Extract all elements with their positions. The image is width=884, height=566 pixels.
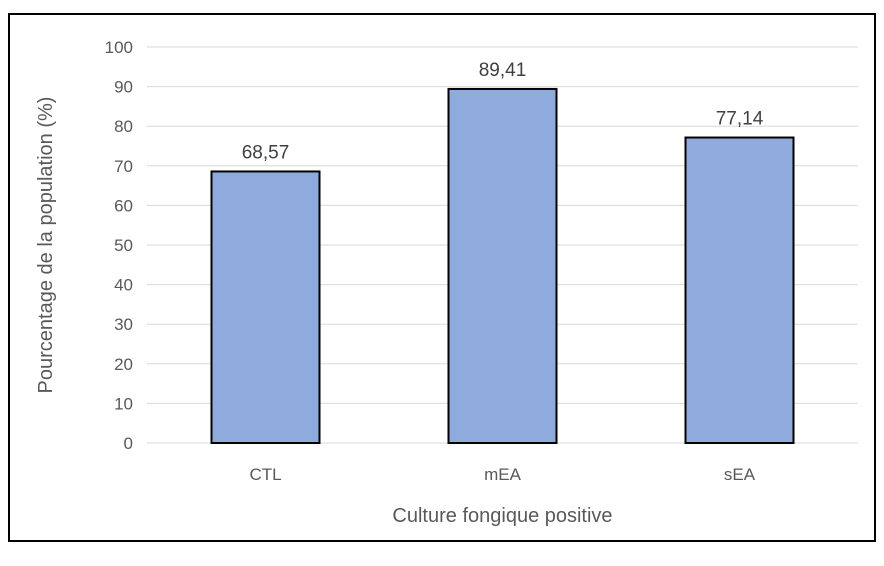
y-tick-label: 10 xyxy=(114,394,133,413)
y-tick-label: 60 xyxy=(114,196,133,215)
x-axis-title: Culture fongique positive xyxy=(392,505,612,527)
y-tick-label: 30 xyxy=(114,315,133,334)
bars xyxy=(210,87,795,444)
y-tick-label: 20 xyxy=(114,355,133,374)
y-tick-label: 100 xyxy=(105,38,133,57)
bar-ctl xyxy=(210,170,321,444)
bar-sea xyxy=(684,136,795,444)
y-tick-label: 70 xyxy=(114,157,133,176)
y-axis-ticks: 0 10 20 30 40 50 60 70 80 90 100 xyxy=(105,38,133,453)
y-axis-title: Pourcentage de la population (%) xyxy=(35,97,57,394)
x-tick-label: mEA xyxy=(484,465,522,484)
data-labels: 68,57 89,41 77,14 xyxy=(242,60,764,164)
x-tick-label: sEA xyxy=(724,465,756,484)
y-tick-label: 90 xyxy=(114,78,133,97)
y-tick-label: 80 xyxy=(114,117,133,136)
y-tick-label: 40 xyxy=(114,276,133,295)
y-tick-label: 50 xyxy=(114,236,133,255)
data-label-sea: 77,14 xyxy=(716,109,764,130)
data-label-ctl: 68,57 xyxy=(242,142,290,163)
data-label-mea: 89,41 xyxy=(479,60,527,81)
chart-frame: 68,57 89,41 77,14 0 10 20 30 40 50 60 70 80 90 100 C… xyxy=(8,13,876,542)
bar-chart: 68,57 89,41 77,14 0 10 20 30 40 50 60 70 80 90 100 C… xyxy=(35,38,858,527)
x-tick-label: CTL xyxy=(249,465,281,484)
x-axis-ticks: CTL mEA sEA xyxy=(249,465,755,484)
bar-mea xyxy=(447,87,558,444)
y-tick-label: 0 xyxy=(124,434,133,453)
